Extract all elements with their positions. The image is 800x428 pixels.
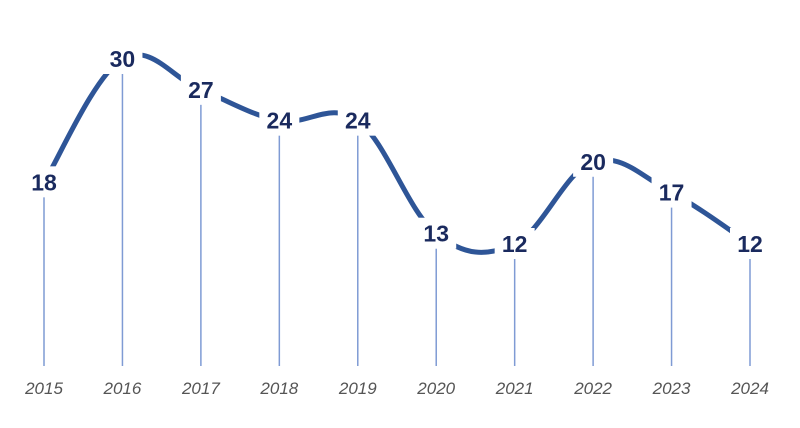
drop-lines	[43, 73, 751, 366]
value-label-2017: 27	[188, 77, 214, 103]
value-label-background	[416, 217, 457, 249]
x-tick-label-2015: 2015	[24, 379, 63, 398]
x-tick-label-2021: 2021	[495, 379, 534, 398]
value-label-background	[730, 228, 770, 259]
value-label-background	[259, 104, 300, 136]
value-label-2016: 30	[110, 46, 136, 72]
value-labels: 18 30 27 24 24 13 12 20 17 12	[24, 43, 770, 259]
value-label-background	[337, 104, 378, 136]
value-label-background	[494, 228, 535, 259]
value-label-background	[24, 166, 64, 198]
value-label-background	[573, 145, 614, 177]
x-tick-label-2023: 2023	[652, 379, 691, 398]
x-tick-label-2024: 2024	[730, 379, 769, 398]
value-label-2024: 12	[737, 231, 763, 257]
value-label-2019: 24	[345, 108, 371, 134]
x-tick-label-2017: 2017	[181, 379, 220, 398]
x-tick-label-2020: 2020	[416, 379, 455, 398]
value-label-2023: 17	[659, 180, 685, 206]
value-label-2015: 18	[31, 169, 57, 195]
value-label-2022: 20	[580, 149, 606, 175]
x-tick-label-2016: 2016	[103, 379, 142, 398]
x-axis-labels: 2015 2016 2017 2018 2019 2020 2021 2022 2023 2024	[24, 379, 769, 398]
x-tick-label-2018: 2018	[259, 379, 298, 398]
x-tick-label-2019: 2019	[338, 379, 377, 398]
x-tick-label-2022: 2022	[573, 379, 612, 398]
series-line	[41, 52, 753, 255]
value-label-2018: 24	[267, 108, 293, 134]
value-label-background	[651, 176, 692, 208]
value-label-background	[102, 43, 143, 74]
value-label-background	[180, 73, 221, 105]
value-label-2020: 13	[423, 221, 449, 247]
value-label-2021: 12	[502, 231, 528, 257]
